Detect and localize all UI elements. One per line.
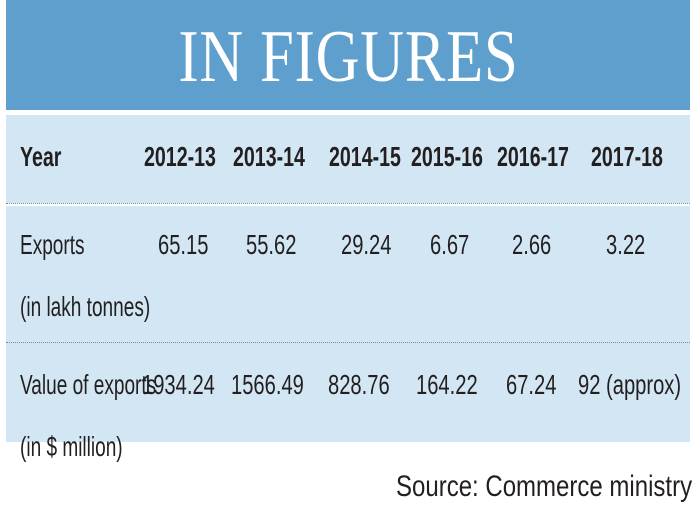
column-header-2016-17: 2016-17: [497, 141, 569, 172]
column-header-2013-14: 2013-14: [233, 141, 305, 172]
value-2012-13: 1934.24: [142, 369, 215, 400]
exports-value-2014-15: 29.24: [341, 229, 392, 260]
source-note: Source: Commerce ministry: [396, 470, 693, 503]
header-divider: [6, 203, 690, 204]
value-row-label: Value of exports: [20, 369, 157, 400]
exports-row-label: Exports: [20, 229, 85, 260]
exports-value-2012-13: 65.15: [158, 229, 209, 260]
banner-title: IN FIGURES: [177, 16, 519, 98]
title-banner: IN FIGURES: [6, 0, 690, 110]
exports-value-2016-17: 2.66: [512, 229, 552, 260]
exports-row-unit: (in lakh tonnes): [20, 291, 151, 322]
column-header-2012-13: 2012-13: [144, 141, 216, 172]
value-2016-17: 67.24: [506, 369, 557, 400]
column-header-2015-16: 2015-16: [411, 141, 483, 172]
value-2017-18: 92 (approx): [578, 369, 682, 400]
figures-table: Year 2012-13 2013-14 2014-15 2015-16 201…: [6, 110, 693, 522]
exports-value-2015-16: 6.67: [430, 229, 470, 260]
exports-value-2017-18: 3.22: [606, 229, 646, 260]
header-row-band: [6, 115, 690, 203]
exports-row-band: [6, 206, 690, 442]
exports-value-2013-14: 55.62: [246, 229, 297, 260]
year-header: Year: [20, 141, 62, 172]
value-2013-14: 1566.49: [231, 369, 304, 400]
column-header-2014-15: 2014-15: [329, 141, 401, 172]
value-2015-16: 164.22: [416, 369, 478, 400]
row-divider: [6, 342, 690, 343]
column-header-2017-18: 2017-18: [591, 141, 663, 172]
value-row-unit: (in $ million): [20, 431, 123, 462]
value-2014-15: 828.76: [328, 369, 390, 400]
